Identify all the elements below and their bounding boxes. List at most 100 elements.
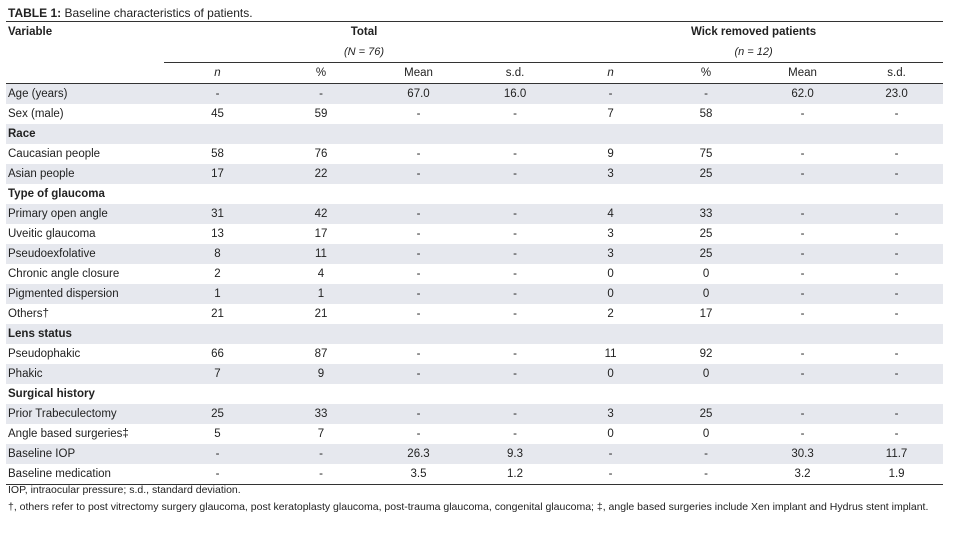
- cell-value: -: [466, 244, 565, 264]
- cell-value: -: [755, 244, 851, 264]
- row-label: Others†: [8, 308, 49, 320]
- table-row: Baseline medication - -3.5 1.2- -3.2 1.9: [6, 464, 944, 485]
- cell-value: 1: [271, 284, 371, 304]
- cell-value: -: [755, 164, 851, 184]
- cell-value: -: [800, 428, 805, 440]
- cell-value: 0: [564, 284, 658, 304]
- baseline-characteristics-table: Variable Total (N = 76) Wick removed pat…: [6, 21, 944, 485]
- cell-value: -: [513, 348, 517, 360]
- cell-value: [466, 324, 565, 344]
- cell-value: 25: [657, 164, 756, 184]
- cell-value: -: [164, 464, 271, 485]
- row-label: Phakic: [6, 364, 164, 384]
- cell-value: -: [371, 204, 466, 224]
- cell-value: 11.7: [850, 444, 944, 464]
- cell-value: -: [164, 444, 271, 464]
- cell-value: [657, 384, 755, 404]
- cell-value: 22: [271, 164, 371, 184]
- cell-value: -: [371, 244, 466, 264]
- cell-value: -: [371, 164, 466, 184]
- col-header: n: [564, 62, 658, 84]
- header-total-sub: (N = 76): [344, 46, 385, 58]
- table-row: Pigmented dispersion 1 1- -0 0- -: [6, 284, 944, 304]
- cell-value: 11: [271, 244, 371, 264]
- cell-value: -: [466, 204, 565, 224]
- cell-value: 58: [699, 108, 713, 120]
- table-caption: TABLE 1: Baseline characteristics of pat…: [8, 6, 253, 20]
- row-label: Prior Trabeculectomy: [6, 404, 164, 424]
- cell-value: -: [894, 348, 899, 360]
- cell-value: 25: [699, 228, 713, 240]
- cell-value: -: [755, 284, 851, 304]
- cell-value: 1: [164, 284, 271, 304]
- row-label: Surgical history: [8, 388, 95, 400]
- cell-value: [850, 324, 944, 344]
- cell-value: 5: [214, 428, 221, 440]
- cell-value: -: [800, 268, 805, 280]
- cell-value: 2: [214, 268, 221, 280]
- cell-value: 0: [702, 268, 710, 280]
- cell-value: 1.2: [466, 464, 565, 485]
- cell-value: -: [850, 164, 944, 184]
- row-label: Pigmented dispersion: [6, 284, 164, 304]
- cell-value: 21: [314, 308, 328, 320]
- row-label: Sex (male): [8, 108, 64, 120]
- header-blank: [6, 62, 164, 84]
- cell-value: [271, 324, 371, 344]
- cell-value: -: [894, 428, 899, 440]
- cell-value: [271, 184, 371, 204]
- cell-value: 3.2: [755, 464, 851, 485]
- cell-value: -: [657, 444, 756, 464]
- cell-value: 33: [657, 204, 756, 224]
- col-header: Mean: [371, 62, 466, 84]
- cell-value: 2: [607, 308, 614, 320]
- cell-value: -: [564, 83, 658, 104]
- cell-value: 76: [314, 148, 328, 160]
- cell-value: 3: [607, 228, 614, 240]
- table-row: Surgical history: [6, 384, 943, 404]
- cell-value: -: [271, 444, 371, 464]
- cell-value: -: [513, 308, 517, 320]
- table-row: Chronic angle closure 2 4 - - 0 0 - -: [6, 264, 943, 284]
- cell-value: -: [894, 228, 899, 240]
- cell-value: [466, 384, 564, 404]
- cell-value: -: [466, 404, 565, 424]
- col-header: Mean: [755, 62, 851, 84]
- cell-value: 17: [699, 308, 713, 320]
- cell-value: -: [416, 428, 421, 440]
- table-row: Uveitic glaucoma 13 17 - - 3 25 - -: [6, 224, 943, 244]
- row-label: Baseline IOP: [6, 444, 164, 464]
- cell-value: -: [513, 108, 517, 120]
- row-label: Caucasian people: [8, 148, 101, 160]
- cell-value: 66: [211, 348, 224, 360]
- header-row-groups: Variable Total (N = 76) Wick removed pat…: [6, 21, 944, 63]
- table-row: Pseudoexfolative 8 11- -3 25- -: [6, 244, 944, 264]
- cell-value: 25: [657, 244, 756, 264]
- header-wick-sub: (n = 12): [734, 46, 773, 58]
- cell-value: -: [800, 228, 805, 240]
- cell-value: [564, 124, 658, 144]
- cell-value: [755, 384, 850, 404]
- cell-value: 25: [657, 404, 756, 424]
- cell-value: 0: [564, 364, 658, 384]
- table-row: Primary open angle 31 42- -4 33- -: [6, 204, 944, 224]
- cell-value: -: [416, 108, 421, 120]
- cell-value: -: [564, 464, 658, 485]
- cell-value: [371, 324, 466, 344]
- row-label: Baseline medication: [6, 464, 164, 485]
- cell-value: 11: [604, 348, 617, 360]
- cell-value: -: [164, 83, 271, 104]
- cell-value: [850, 184, 943, 204]
- cell-value: 7: [607, 108, 614, 120]
- table-row: Race: [6, 124, 944, 144]
- cell-value: -: [894, 308, 899, 320]
- cell-value: [271, 384, 371, 404]
- cell-value: 58: [211, 148, 224, 160]
- cell-value: [371, 184, 466, 204]
- cell-value: -: [416, 308, 421, 320]
- table-row: Angle based surgeries‡ 5 7 - - 0 0 - -: [6, 424, 943, 444]
- col-header: s.d.: [850, 62, 944, 84]
- cell-value: -: [800, 148, 805, 160]
- cell-value: 16.0: [466, 83, 565, 104]
- cell-value: [564, 384, 657, 404]
